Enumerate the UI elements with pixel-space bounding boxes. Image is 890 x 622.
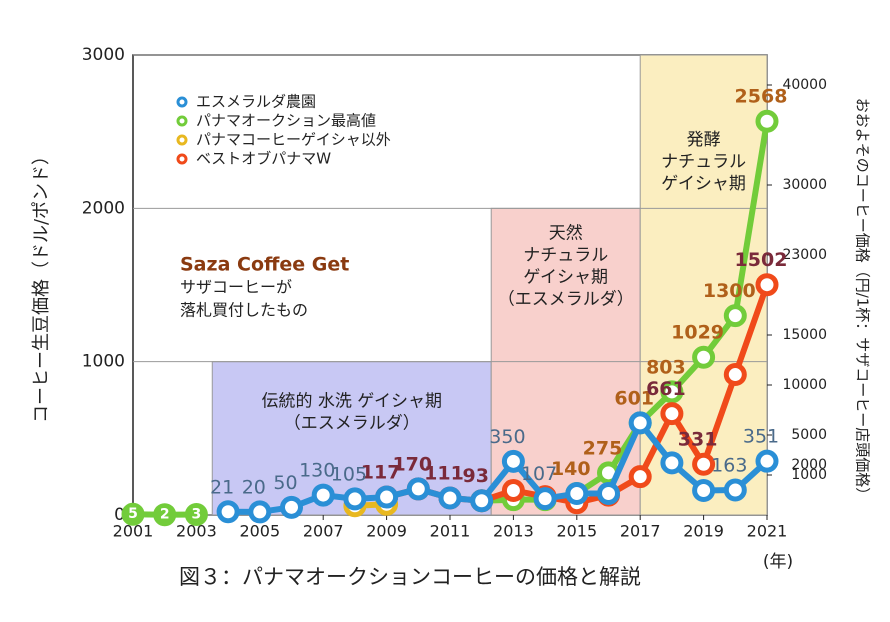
y2-tick-label: 2000 xyxy=(791,457,827,473)
region-label: ナチュラル xyxy=(523,245,608,265)
legend-marker xyxy=(178,136,186,144)
data-label: 350 xyxy=(489,426,525,448)
data-label: 351 xyxy=(743,426,779,448)
data-label: 93 xyxy=(462,465,488,487)
data-label: 3 xyxy=(192,507,202,523)
y2-tick-label: 30000 xyxy=(782,177,827,193)
note-line: サザコーヒーが xyxy=(180,278,292,297)
marker xyxy=(568,485,586,503)
x-tick-label: 2007 xyxy=(303,522,344,541)
region-label: 天然 xyxy=(549,223,583,243)
marker xyxy=(695,455,713,473)
marker xyxy=(378,488,396,506)
data-label: 2568 xyxy=(735,86,788,108)
caption: 図３：パナマオークションコーヒーの価格と解説 xyxy=(179,565,641,589)
marker xyxy=(695,481,713,499)
region-label: 発酵 xyxy=(687,130,721,150)
marker xyxy=(504,452,522,470)
marker xyxy=(504,481,522,499)
marker xyxy=(536,490,554,508)
x-unit: (年) xyxy=(763,552,793,572)
marker xyxy=(663,405,681,423)
legend-label: パナマコーヒーゲイシャ以外 xyxy=(196,131,391,149)
data-label: 275 xyxy=(583,437,623,459)
x-tick-label: 2019 xyxy=(683,522,724,541)
region-label: ゲイシャ期 xyxy=(523,267,608,287)
data-label: 2 xyxy=(160,507,170,523)
marker xyxy=(346,490,364,508)
data-label: 163 xyxy=(711,455,747,477)
data-label: 20 xyxy=(242,476,266,498)
marker xyxy=(726,307,744,325)
y2-tick-label: 10000 xyxy=(782,377,827,393)
x-tick-label: 2013 xyxy=(493,522,534,541)
legend-label: パナマオークション最高値 xyxy=(196,112,376,130)
data-label: 331 xyxy=(678,429,718,451)
marker xyxy=(283,498,301,516)
data-label: 111 xyxy=(424,462,464,484)
x-tick-label: 2015 xyxy=(556,522,597,541)
region-label: 伝統的 水洗 ゲイシャ期 xyxy=(261,392,441,412)
y-tick-label: 3000 xyxy=(82,45,125,65)
y2-axis-label: おおよそのコーヒー価格（円/1杯：サザコーヒー店頭価格） xyxy=(854,98,872,503)
note-title: Saza Coffee Get xyxy=(180,254,349,276)
y2-tick-label: 5000 xyxy=(791,427,827,443)
marker xyxy=(726,481,744,499)
legend-label: エスメラルダ農園 xyxy=(196,93,316,111)
region-label: （エスメラルダ） xyxy=(284,414,420,434)
marker xyxy=(663,454,681,472)
note-line: 落札買付したもの xyxy=(180,301,308,320)
region-label: ゲイシャ期 xyxy=(661,174,746,194)
data-label: 1029 xyxy=(671,322,724,344)
marker xyxy=(726,366,744,384)
x-tick-label: 2011 xyxy=(430,522,471,541)
marker xyxy=(758,276,776,294)
marker xyxy=(758,452,776,470)
data-label: 105 xyxy=(331,463,367,485)
marker xyxy=(473,492,491,510)
data-label: 1300 xyxy=(703,280,756,302)
x-tick-label: 2005 xyxy=(239,522,280,541)
data-label: 803 xyxy=(646,356,686,378)
y-axis-label: コーヒー生豆価格（ドル/ポンド） xyxy=(31,147,52,423)
data-label: 5 xyxy=(128,506,138,522)
legend-marker xyxy=(178,155,186,163)
marker xyxy=(219,503,237,521)
marker xyxy=(631,468,649,486)
marker xyxy=(314,486,332,504)
legend-label: ベストオブパナマW xyxy=(196,150,331,168)
y2-tick-label: 40000 xyxy=(782,77,827,93)
region-label: （エスメラルダ） xyxy=(498,289,634,309)
y-tick-label: 1000 xyxy=(82,352,125,372)
marker xyxy=(758,112,776,130)
legend-marker xyxy=(178,98,186,106)
data-label: 21 xyxy=(210,476,234,498)
marker xyxy=(409,480,427,498)
marker xyxy=(631,414,649,432)
legend-marker xyxy=(178,117,186,125)
region-label: ナチュラル xyxy=(661,152,746,172)
x-tick-label: 2021 xyxy=(747,522,788,541)
data-label: 107 xyxy=(521,463,557,485)
x-tick-label: 2009 xyxy=(366,522,407,541)
y2-tick-label: 23000 xyxy=(782,247,827,263)
data-label: 661 xyxy=(646,378,686,400)
data-label: 50 xyxy=(273,472,297,494)
marker xyxy=(251,503,269,521)
y2-tick-label: 15000 xyxy=(782,327,827,343)
data-label: 1502 xyxy=(735,249,788,271)
marker xyxy=(695,348,713,366)
y-tick-label: 2000 xyxy=(82,198,125,218)
marker xyxy=(600,485,618,503)
x-tick-label: 2017 xyxy=(620,522,661,541)
marker xyxy=(441,489,459,507)
